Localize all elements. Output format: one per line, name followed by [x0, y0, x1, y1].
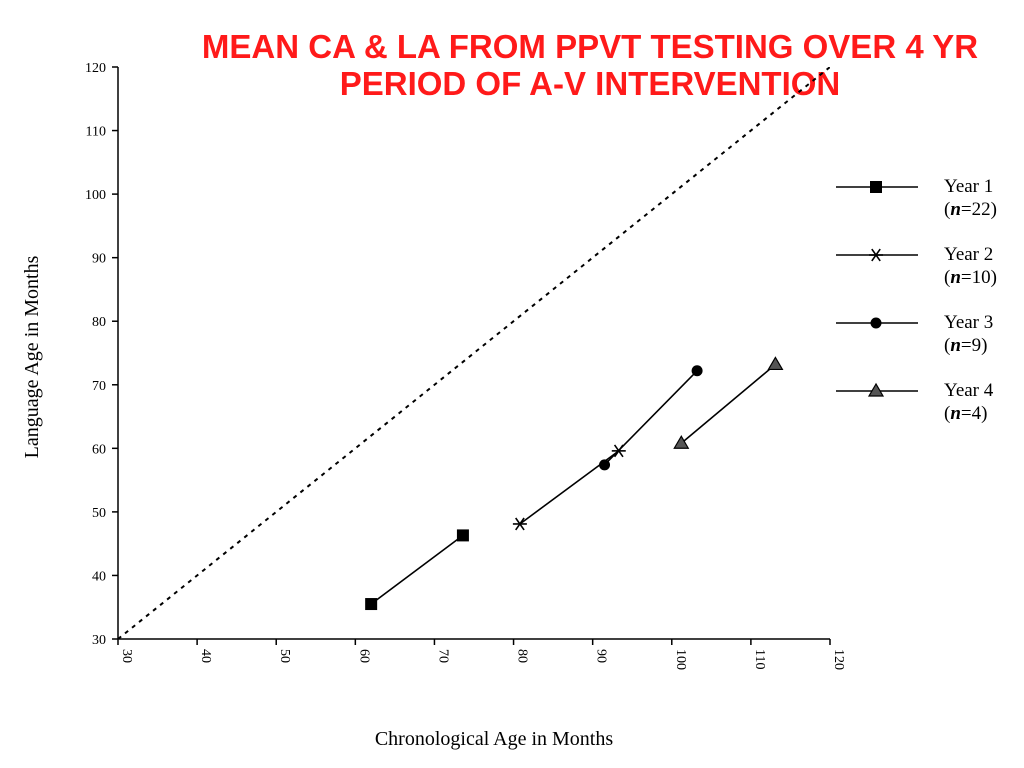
y-tick-label: 100: [85, 188, 106, 203]
data-point-year-4: [673, 435, 690, 449]
slide-title: MEAN CA & LA FROM PPVT TESTING OVER 4 YR…: [201, 28, 979, 102]
reference-line: [118, 67, 830, 639]
legend-count-year-2: (n=10): [944, 267, 997, 288]
legend-count-year-4: (n=4): [944, 403, 987, 424]
legend-marker-year-1: [870, 181, 882, 193]
legend-marker-year-4: [867, 382, 885, 397]
y-tick-label: 80: [92, 315, 106, 330]
x-tick-label: 50: [277, 649, 292, 663]
y-tick-label: 90: [92, 252, 106, 267]
x-tick-label: 70: [435, 649, 450, 663]
x-tick-label: 30: [119, 649, 134, 663]
legend-label-year-2: Year 2: [944, 244, 993, 265]
y-tick-label: 70: [92, 379, 106, 394]
legend-marker-year-2: [869, 248, 883, 262]
x-tick-label: 120: [831, 649, 846, 670]
x-tick-label: 90: [594, 649, 609, 663]
series-line-year-1: [370, 534, 464, 605]
asterisk-stroke: [515, 517, 525, 531]
y-tick-label: 30: [92, 633, 106, 648]
x-tick-label: 80: [515, 649, 530, 663]
legend-label-year-1: Year 1: [944, 176, 993, 197]
y-tick-label: 60: [92, 442, 106, 457]
asterisk-stroke: [871, 248, 881, 262]
series-line-year-3: [603, 370, 698, 466]
data-point-year-2: [512, 517, 527, 531]
legend-count-year-1: (n=22): [944, 199, 997, 220]
series-line-year-4: [680, 363, 776, 444]
x-tick-label: 60: [356, 649, 371, 663]
data-point-year-4: [767, 356, 784, 371]
y-tick-label: 40: [92, 569, 106, 584]
x-tick-label: 110: [752, 649, 767, 669]
x-tick-label: 40: [198, 649, 213, 663]
y-axis-title: Language Age in Months: [21, 255, 43, 458]
y-tick-label: 120: [85, 61, 106, 76]
x-tick-label: 100: [673, 649, 688, 670]
legend-marker-year-3: [870, 317, 882, 329]
legend-label-year-4: Year 4: [944, 380, 994, 401]
y-tick-label: 110: [86, 125, 106, 140]
y-tick-label: 50: [92, 506, 106, 521]
legend-count-year-3: (n=9): [944, 335, 987, 356]
x-axis-title: Chronological Age in Months: [375, 728, 614, 750]
data-point-year-1: [365, 598, 378, 611]
data-point-year-3: [599, 459, 611, 471]
data-point-year-3: [691, 365, 703, 377]
data-point-year-1: [456, 529, 469, 542]
legend-label-year-3: Year 3: [944, 312, 993, 333]
